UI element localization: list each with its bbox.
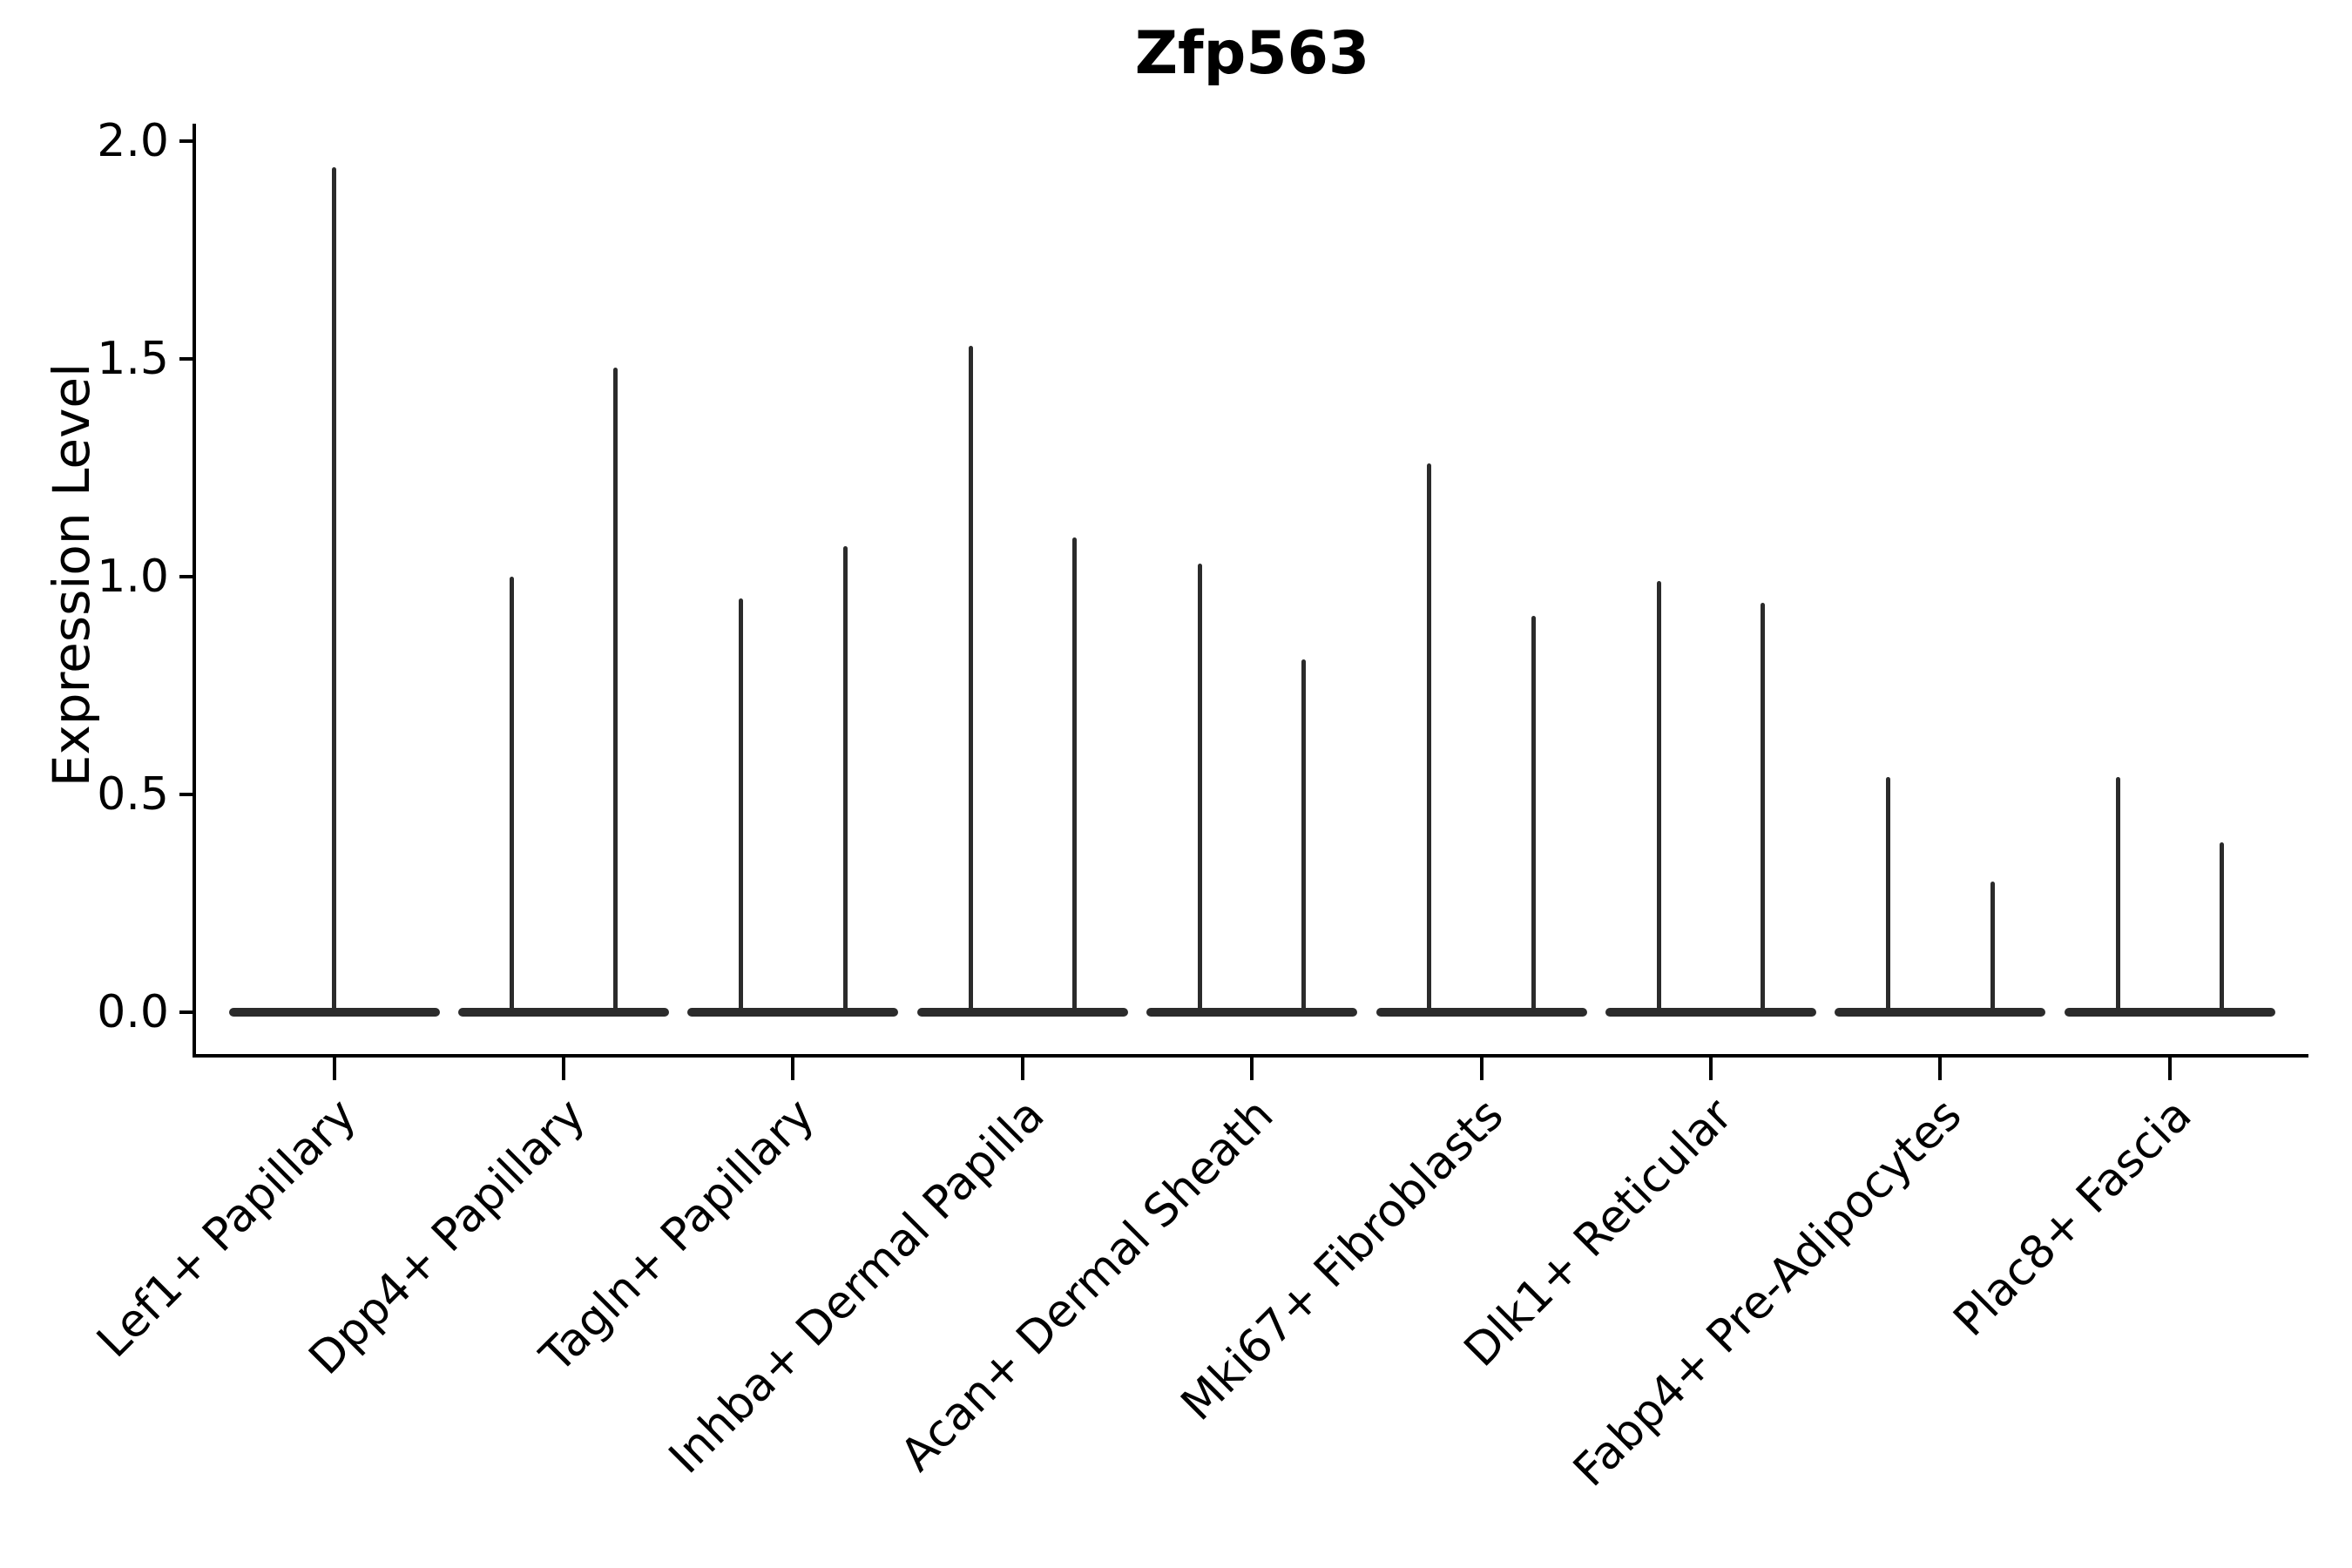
violin-spike — [739, 598, 744, 1012]
violin-spike — [1197, 563, 1202, 1012]
violin-base — [916, 1007, 1128, 1017]
y-tick-label: 1.5 — [97, 332, 169, 385]
violin-spike — [1990, 881, 1995, 1012]
y-axis-tick — [179, 139, 193, 143]
x-axis-tick — [1020, 1058, 1024, 1080]
y-tick-label: 1.0 — [97, 550, 169, 603]
x-tick-label: Acan+ Dermal Sheath — [890, 1089, 1284, 1482]
x-tick-label: Inhba+ Dermal Papilla — [659, 1089, 1055, 1484]
violin-spike — [968, 345, 973, 1012]
violin-spike — [509, 576, 514, 1012]
y-axis-tick — [179, 1010, 193, 1014]
violin-spike — [1071, 537, 1077, 1012]
y-tick-label: 0.0 — [97, 985, 169, 1038]
violin-base — [1835, 1007, 2046, 1017]
violin-spike — [332, 166, 336, 1012]
violin-spike — [1656, 580, 1661, 1012]
violin-spike — [1427, 463, 1432, 1012]
x-axis-tick — [791, 1058, 795, 1080]
x-axis-tick — [1938, 1058, 1943, 1080]
y-axis-tick — [179, 792, 193, 796]
x-axis-tick — [332, 1058, 336, 1080]
violin-spike — [1761, 602, 1766, 1012]
violin-spike — [1531, 615, 1536, 1012]
violin-base — [228, 1007, 440, 1017]
x-axis-tick — [561, 1058, 565, 1080]
violin-base — [1146, 1007, 1358, 1017]
y-axis-spine — [193, 124, 196, 1058]
violin-base — [1605, 1007, 1816, 1017]
violin-spike — [2115, 776, 2120, 1012]
x-tick-label: Fabp4+ Pre-Adipocytes — [1564, 1089, 1972, 1497]
violin-base — [2064, 1007, 2275, 1017]
chart-title: Zfp563 — [1134, 19, 1370, 88]
x-axis-tick — [2167, 1058, 2172, 1080]
x-axis-tick — [1479, 1058, 1484, 1080]
violin-base — [1375, 1007, 1587, 1017]
violin-spike — [613, 367, 618, 1012]
x-axis-tick — [1250, 1058, 1254, 1080]
y-axis-tick — [179, 356, 193, 361]
violin-spike — [1301, 659, 1307, 1012]
x-tick-label: Plac8+ Fascia — [1943, 1089, 2202, 1347]
violin-spike — [2219, 841, 2224, 1012]
x-axis-spine — [193, 1054, 2308, 1058]
violin-base — [457, 1007, 669, 1017]
y-tick-label: 0.5 — [97, 767, 169, 821]
violin-base — [687, 1007, 899, 1017]
y-axis-tick — [179, 574, 193, 578]
y-tick-label: 2.0 — [97, 114, 169, 167]
x-axis-tick — [1708, 1058, 1713, 1080]
violin-spike — [1886, 776, 1891, 1012]
violin-spike — [842, 545, 848, 1012]
